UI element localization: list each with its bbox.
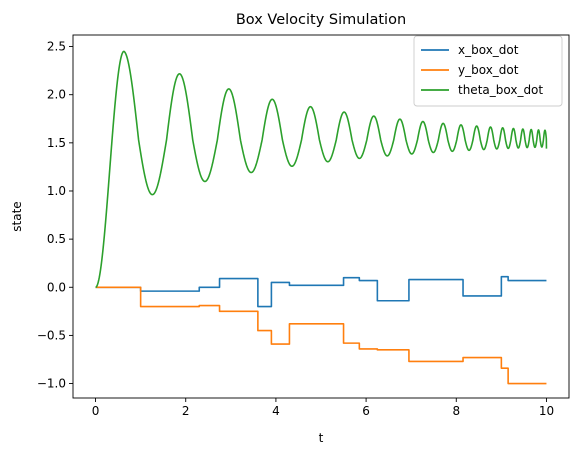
- y-tick-label: 1.5: [47, 136, 66, 150]
- y-tick-label: −0.5: [37, 328, 66, 342]
- x-tick-label: 8: [452, 404, 460, 418]
- x-tick-label: 0: [92, 404, 100, 418]
- x-tick-label: 4: [272, 404, 280, 418]
- series-layer: [94, 50, 548, 385]
- y-tick-label: 0.5: [47, 232, 66, 246]
- y-tick-label: 2.0: [47, 88, 66, 102]
- legend: x_box_dot y_box_dot theta_box_dot: [413, 35, 563, 107]
- series-line-theta-box-dot: [94, 50, 548, 289]
- y-axis-label: state: [10, 201, 24, 231]
- y-axis: −1.0 −0.5 0.0 0.5 1.0 1.5 2.0 2.5: [37, 40, 73, 391]
- y-tick-label: 1.0: [47, 184, 66, 198]
- legend-label: y_box_dot: [458, 63, 519, 77]
- series-line-x-box-dot: [95, 275, 547, 308]
- y-tick-label: −1.0: [37, 377, 66, 391]
- x-tick-label: 2: [182, 404, 190, 418]
- legend-label: x_box_dot: [458, 43, 519, 57]
- y-tick-label: 0.0: [47, 280, 66, 294]
- x-tick-label: 10: [539, 404, 554, 418]
- legend-box: [413, 35, 563, 107]
- x-axis-label: t: [319, 431, 324, 445]
- series-line-y-box-dot: [95, 286, 547, 385]
- y-tick-label: 2.5: [47, 40, 66, 54]
- x-tick-label: 6: [362, 404, 370, 418]
- x-axis: 0 2 4 6 8 10: [92, 398, 554, 418]
- legend-label: theta_box_dot: [458, 83, 543, 97]
- chart-title: Box Velocity Simulation: [236, 12, 406, 28]
- plot-frame: [72, 34, 570, 399]
